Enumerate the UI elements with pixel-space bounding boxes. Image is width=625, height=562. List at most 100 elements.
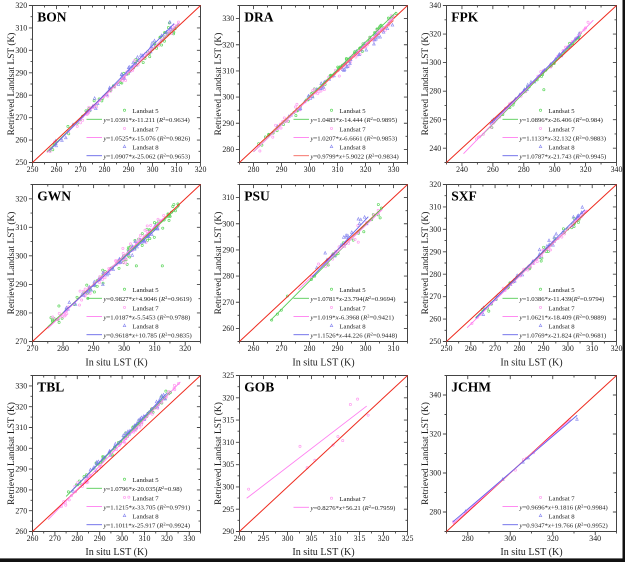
svg-text:250: 250 (429, 337, 441, 346)
svg-text:290: 290 (123, 165, 135, 174)
svg-text:320: 320 (195, 165, 207, 174)
svg-text:340: 340 (589, 534, 601, 543)
svg-text:y=0.9347*x+19.766 (R2=0.9952): y=0.9347*x+19.766 (R2=0.9952) (519, 522, 608, 530)
svg-text:310: 310 (139, 534, 151, 543)
svg-text:270: 270 (276, 344, 288, 353)
svg-text:270: 270 (15, 506, 27, 515)
svg-text:340: 340 (429, 1, 441, 10)
svg-text:250: 250 (15, 158, 27, 167)
svg-text:320: 320 (580, 165, 592, 174)
svg-text:320: 320 (611, 344, 623, 353)
svg-text:y=1.0187*x-5.5453 (R2=0.9788): y=1.0187*x-5.5453 (R2=0.9788) (103, 313, 191, 321)
svg-text:In situ LST (K): In situ LST (K) (85, 547, 147, 558)
svg-text:GWN: GWN (37, 188, 71, 203)
svg-text:310: 310 (149, 344, 161, 353)
svg-text:Retrieved Landsat LST (K): Retrieved Landsat LST (K) (6, 33, 17, 136)
svg-text:TBL: TBL (37, 379, 64, 394)
svg-text:250: 250 (27, 165, 39, 174)
svg-text:JCHM: JCHM (451, 379, 491, 394)
svg-text:290: 290 (88, 344, 100, 353)
svg-text:In situ LST (K): In situ LST (K) (500, 547, 562, 558)
svg-text:270: 270 (15, 337, 27, 346)
svg-text:330: 330 (15, 382, 27, 391)
svg-text:FPK: FPK (451, 9, 478, 24)
svg-text:310: 310 (15, 223, 27, 232)
svg-text:y=0.9696*x+9.1816 (R2=0.9984): y=0.9696*x+9.1816 (R2=0.9984) (519, 503, 608, 511)
svg-text:310: 310 (388, 344, 400, 353)
svg-text:310: 310 (15, 423, 27, 432)
svg-text:310: 310 (330, 534, 342, 543)
svg-text:320: 320 (378, 534, 390, 543)
svg-text:325: 325 (222, 371, 234, 380)
svg-text:320: 320 (429, 30, 441, 39)
svg-text:300: 300 (549, 165, 561, 174)
svg-text:Landsat 5: Landsat 5 (132, 108, 159, 115)
svg-text:280: 280 (15, 486, 27, 495)
svg-text:y=1.1133*x-32.132 (R2=0.9883): y=1.1133*x-32.132 (R2=0.9883) (519, 134, 606, 142)
svg-text:y=0.9799*x+5.9022 (R2=0.9834): y=0.9799*x+5.9022 (R2=0.9834) (310, 153, 399, 161)
svg-text:280: 280 (429, 87, 441, 96)
svg-text:280: 280 (57, 344, 69, 353)
svg-text:Retrieved Landsat LST (K): Retrieved Landsat LST (K) (213, 402, 224, 505)
svg-text:Landsat 8: Landsat 8 (548, 324, 575, 331)
svg-text:Landsat 7: Landsat 7 (132, 495, 159, 502)
svg-text:Landsat 7: Landsat 7 (548, 495, 575, 502)
svg-text:Landsat 5: Landsat 5 (339, 108, 366, 115)
svg-text:270: 270 (222, 298, 234, 307)
svg-text:290: 290 (222, 246, 234, 255)
svg-text:280: 280 (304, 344, 316, 353)
svg-text:300: 300 (429, 469, 441, 478)
svg-text:280: 280 (462, 534, 474, 543)
svg-text:290: 290 (234, 534, 246, 543)
svg-text:300: 300 (118, 344, 130, 353)
svg-text:320: 320 (15, 402, 27, 411)
svg-text:270: 270 (49, 534, 61, 543)
svg-text:290: 290 (429, 247, 441, 256)
svg-text:Landsat 8: Landsat 8 (339, 324, 366, 331)
svg-text:y=1.0621*x-18.409 (R2=0.9889): y=1.0621*x-18.409 (R2=0.9889) (519, 313, 607, 321)
svg-text:y=1.019*x-6.3968 (R2=0.9421): y=1.019*x-6.3968 (R2=0.9421) (310, 313, 394, 321)
svg-text:290: 290 (538, 344, 550, 353)
svg-text:y=1.0207*x-6.6661 (R2=0.9853): y=1.0207*x-6.6661 (R2=0.9853) (310, 134, 398, 142)
svg-text:280: 280 (71, 534, 83, 543)
svg-text:315: 315 (222, 416, 234, 425)
svg-text:Retrieved Landsat LST (K): Retrieved Landsat LST (K) (213, 33, 224, 136)
svg-text:300: 300 (429, 58, 441, 67)
svg-text:300: 300 (116, 534, 128, 543)
svg-text:290: 290 (332, 344, 344, 353)
svg-text:y=1.0781*x-23.794(R2=0.9694): y=1.0781*x-23.794(R2=0.9694) (310, 295, 396, 303)
svg-text:300: 300 (282, 534, 294, 543)
svg-text:310: 310 (332, 165, 344, 174)
svg-text:y=0.8276*x+56.21 (R2=0.7959): y=0.8276*x+56.21 (R2=0.7959) (310, 504, 396, 512)
svg-text:270: 270 (27, 344, 39, 353)
svg-text:y=0.9827*x+4.9046 (R2=0.9619): y=0.9827*x+4.9046 (R2=0.9619) (103, 295, 192, 303)
svg-text:y=1.0769*x-21.824 (R2=0.9681): y=1.0769*x-21.824 (R2=0.9681) (519, 332, 607, 340)
svg-text:290: 290 (15, 280, 27, 289)
svg-text:Landsat 8: Landsat 8 (132, 145, 159, 152)
svg-text:240: 240 (429, 144, 441, 153)
svg-text:Landsat 5: Landsat 5 (132, 477, 159, 484)
svg-text:270: 270 (429, 292, 441, 301)
svg-text:290: 290 (15, 68, 27, 77)
svg-text:310: 310 (222, 438, 234, 447)
svg-text:260: 260 (27, 534, 39, 543)
svg-text:320: 320 (222, 393, 234, 402)
svg-text:290: 290 (94, 534, 106, 543)
svg-text:y=1.1011*x-25.917 (R2=0.9924): y=1.1011*x-25.917 (R2=0.9924) (103, 522, 190, 530)
svg-text:Landsat 7: Landsat 7 (132, 126, 159, 133)
svg-text:Landsat 7: Landsat 7 (339, 126, 366, 133)
svg-text:310: 310 (222, 193, 234, 202)
svg-text:SXF: SXF (451, 188, 477, 203)
svg-text:300: 300 (15, 46, 27, 55)
svg-text:300: 300 (304, 165, 316, 174)
svg-text:Retrieved Landsat LST (K): Retrieved Landsat LST (K) (6, 212, 17, 315)
svg-text:Retrieved Landsat LST (K): Retrieved Landsat LST (K) (6, 402, 17, 505)
svg-text:320: 320 (429, 180, 441, 189)
svg-text:330: 330 (222, 14, 234, 23)
svg-text:y=1.1526*x-44.226 (R2=0.9448): y=1.1526*x-44.226 (R2=0.9448) (310, 332, 398, 340)
svg-text:y=1.0525*x-15.076 (R2=0.9826): y=1.0525*x-15.076 (R2=0.9826) (103, 134, 191, 142)
svg-text:320: 320 (360, 165, 372, 174)
svg-text:280: 280 (429, 508, 441, 517)
svg-text:Landsat 8: Landsat 8 (548, 514, 575, 521)
svg-text:260: 260 (465, 344, 477, 353)
